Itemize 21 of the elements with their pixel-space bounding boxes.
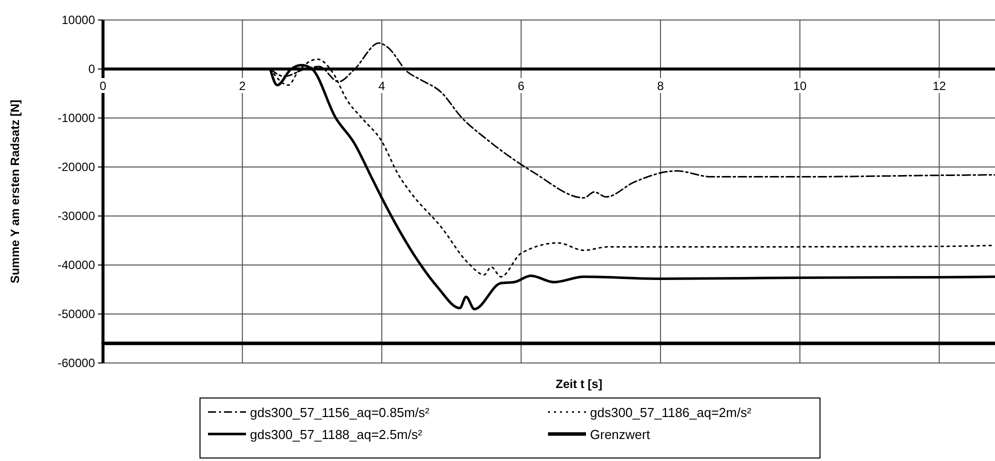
y-axis-title: Summe Y am ersten Radsatz [N]	[8, 100, 22, 284]
x-tick-label: 12	[932, 79, 946, 93]
y-tick-label: -10000	[58, 111, 96, 125]
y-tick-label: -50000	[58, 307, 96, 321]
x-tick-label: 6	[518, 79, 525, 93]
x-tick-label: 4	[378, 79, 386, 93]
x-tick-label: 10	[793, 79, 807, 93]
y-tick-label: -30000	[58, 209, 96, 223]
y-tick-label: -60000	[58, 356, 96, 370]
legend-label: gds300_57_1156_aq=0.85m/s²	[250, 405, 430, 420]
x-tick-label: 8	[657, 79, 664, 93]
y-tick-label: -40000	[58, 258, 96, 272]
y-tick-label: 10000	[62, 13, 96, 27]
x-tick-label: 0	[100, 79, 107, 93]
legend-label: gds300_57_1188_aq=2.5m/s²	[250, 427, 423, 442]
y-tick-label: -20000	[58, 160, 96, 174]
y-tick-label: 0	[88, 62, 96, 76]
legend-label: Grenzwert	[590, 427, 650, 442]
x-axis-title: Zeit t [s]	[556, 377, 602, 391]
legend-label: gds300_57_1186_aq=2m/s²	[590, 405, 752, 420]
x-tick-label: 2	[239, 79, 246, 93]
